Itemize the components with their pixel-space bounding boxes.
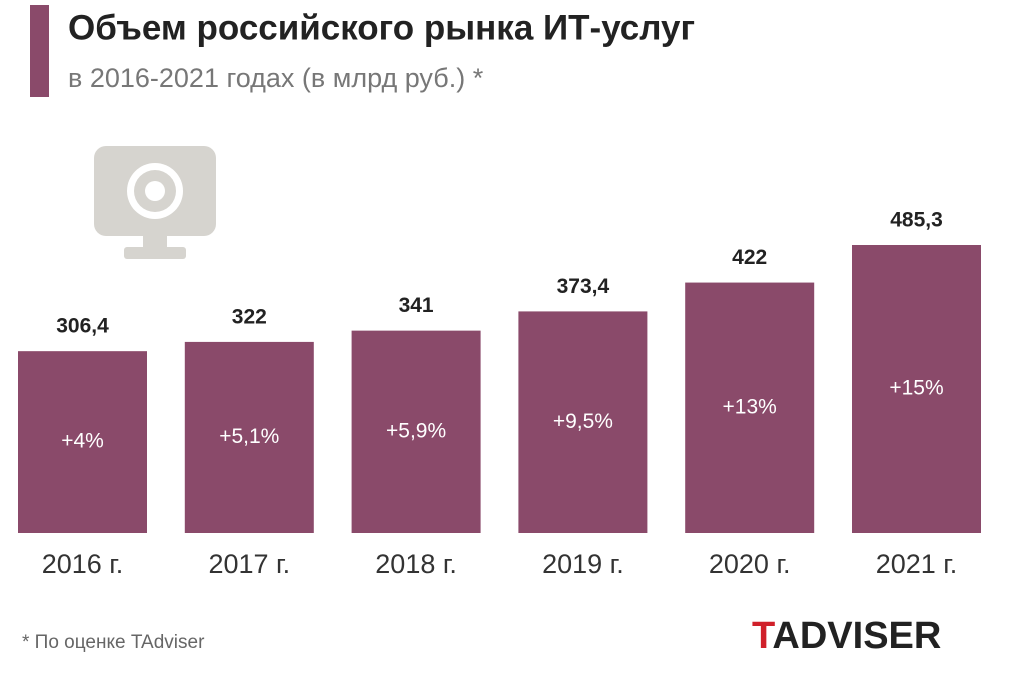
value-label: 485,3 <box>890 209 943 232</box>
value-label: 306,4 <box>56 315 109 338</box>
growth-label: +5,9% <box>386 419 446 442</box>
x-tick-label: 2021 г. <box>876 549 958 579</box>
x-tick-label: 2017 г. <box>208 549 290 579</box>
monitor-icon <box>94 146 216 259</box>
growth-label: +4% <box>61 430 104 453</box>
chart-title: Объем российского рынка ИТ-услуг <box>68 8 695 47</box>
growth-label: +15% <box>889 377 943 400</box>
value-label: 322 <box>232 305 267 328</box>
bar <box>351 330 481 533</box>
x-tick-label: 2016 г. <box>42 549 124 579</box>
chart-subtitle: в 2016-2021 годах (в млрд руб.) * <box>68 63 484 93</box>
logo-rest: ADVISER <box>772 615 941 657</box>
value-label: 341 <box>399 294 434 317</box>
footnote: * По оценке TAdviser <box>22 632 205 653</box>
logo: TADVISER <box>752 615 941 657</box>
bar <box>518 311 648 533</box>
bar <box>18 351 147 533</box>
x-tick-label: 2019 г. <box>542 549 624 579</box>
growth-label: +9,5% <box>553 410 613 433</box>
growth-label: +5,1% <box>219 425 279 448</box>
x-tick-label: 2020 г. <box>709 549 791 579</box>
x-tick-label: 2018 г. <box>375 549 457 579</box>
bar <box>184 341 314 533</box>
bar <box>852 245 981 533</box>
bar <box>685 282 815 533</box>
value-label: 422 <box>732 246 767 269</box>
title-accent <box>30 5 49 97</box>
growth-label: +13% <box>723 395 777 418</box>
logo-first: T <box>752 615 775 657</box>
value-label: 373,4 <box>557 275 610 298</box>
